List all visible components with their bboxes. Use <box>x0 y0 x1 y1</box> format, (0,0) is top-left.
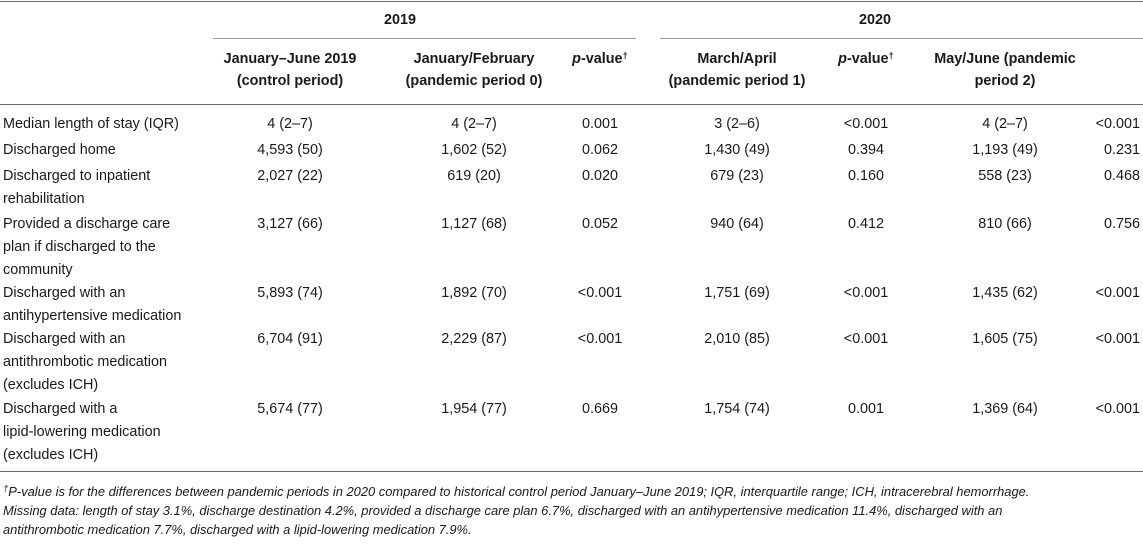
table-cell: 1,430 (49) <box>704 142 770 158</box>
table-cell: 679 (23) <box>710 168 764 184</box>
column-header-line1: January/February <box>413 51 535 67</box>
table-cell: 619 (20) <box>447 168 501 184</box>
table-cell: 0.052 <box>581 216 619 232</box>
table-cell: 5,893 (74) <box>257 285 323 301</box>
footnote-line-1: †P-value is for the differences between … <box>3 482 1029 501</box>
column-header-p-value: p-value† <box>572 49 628 70</box>
row-label: rehabilitation <box>3 191 85 207</box>
table-cell: 0.062 <box>581 142 619 158</box>
p-suffix: -value <box>580 51 623 67</box>
footnote-dagger: † <box>3 483 9 495</box>
column-header-line1: March/April <box>697 51 777 67</box>
table-cell: 1,193 (49) <box>972 142 1038 158</box>
table-cell: 0.756 <box>1103 216 1140 232</box>
table-cell: 810 (66) <box>978 216 1032 232</box>
table-cell: 0.669 <box>581 401 619 417</box>
table-cell: 0.394 <box>847 142 885 158</box>
row-label: (excludes ICH) <box>3 377 99 393</box>
table-cell: 0.412 <box>847 216 885 232</box>
table-cell: 1,127 (68) <box>441 216 507 232</box>
dagger-mark: † <box>888 50 894 62</box>
footnote-line-2: Missing data: length of stay 3.1%, disch… <box>3 503 1003 518</box>
rule-2020-span <box>660 38 1143 39</box>
table-cell: 4,593 (50) <box>257 142 323 158</box>
table-cell: 558 (23) <box>978 168 1032 184</box>
row-label: plan if discharged to the <box>3 239 156 255</box>
table-cell: 1,369 (64) <box>972 401 1038 417</box>
row-label: antithrombotic medication <box>3 354 167 370</box>
column-header-line1: May/June (pandemic <box>934 51 1076 67</box>
table-cell: 0.160 <box>847 168 885 184</box>
row-label: antihypertensive medication <box>3 308 182 324</box>
column-header-line2: period 2) <box>974 73 1036 89</box>
p-italic: p <box>572 51 581 67</box>
table-cell: 2,229 (87) <box>441 331 507 347</box>
table-cell: 4 (2–7) <box>982 116 1028 132</box>
table-cell: 1,602 (52) <box>441 142 507 158</box>
table-cell: 940 (64) <box>710 216 764 232</box>
table-cell: <0.001 <box>1095 285 1140 301</box>
table-cell: 2,010 (85) <box>704 331 770 347</box>
row-label: lipid-lowering medication <box>3 424 161 440</box>
p-italic: p <box>838 51 847 67</box>
table-top-rule <box>0 1 1143 2</box>
table-cell: 0.231 <box>1103 142 1140 158</box>
footnote-text-1: P-value is for the differences between p… <box>8 484 1030 499</box>
table-cell: <0.001 <box>843 331 889 347</box>
column-header-line2: (pandemic period 1) <box>668 73 806 89</box>
column-header-line2: (control period) <box>236 73 344 89</box>
row-label: Median length of stay (IQR) <box>3 116 179 132</box>
table-cell: 1,751 (69) <box>704 285 770 301</box>
row-label: Provided a discharge care <box>3 216 171 232</box>
row-label: Discharged with an <box>3 331 126 347</box>
row-label: (excludes ICH) <box>3 447 99 463</box>
table-cell: 1,892 (70) <box>441 285 507 301</box>
table-cell: <0.001 <box>577 285 623 301</box>
row-label: Discharged with a <box>3 401 118 417</box>
table-cell: 3,127 (66) <box>257 216 323 232</box>
footnote-line-3: antithrombotic medication 7.7%, discharg… <box>3 522 472 537</box>
row-label: Discharged with an <box>3 285 126 301</box>
table-cell: 2,027 (22) <box>257 168 323 184</box>
row-label: community <box>3 262 73 278</box>
table-cell: 6,704 (91) <box>257 331 323 347</box>
table-cell: <0.001 <box>577 331 623 347</box>
column-header-p-value: p-value† <box>838 49 894 70</box>
table-cell: <0.001 <box>843 116 889 132</box>
table-bottom-rule <box>0 471 1143 472</box>
table-cell: <0.001 <box>1095 401 1140 417</box>
table-cell: 0.001 <box>847 401 885 417</box>
table-cell: 1,954 (77) <box>441 401 507 417</box>
column-header-line2: (pandemic period 0) <box>405 73 543 89</box>
table-cell: 4 (2–7) <box>267 116 313 132</box>
row-label: Discharged home <box>3 142 116 158</box>
table-cell: 1,435 (62) <box>972 285 1038 301</box>
table-cell: <0.001 <box>1095 331 1140 347</box>
table-cell: 0.468 <box>1103 168 1140 184</box>
header-bottom-rule <box>0 104 1143 105</box>
p-suffix: -value <box>846 51 889 67</box>
year-header-2019: 2019 <box>383 12 417 28</box>
column-header-line1: January–June 2019 <box>223 51 357 67</box>
table-cell: 0.020 <box>581 168 619 184</box>
table-cell: 4 (2–7) <box>451 116 497 132</box>
rule-2019-span <box>213 38 636 39</box>
table-cell: <0.001 <box>1095 116 1140 132</box>
row-label: Discharged to inpatient <box>3 168 151 184</box>
dagger-mark: † <box>622 50 628 62</box>
table-cell: 1,605 (75) <box>972 331 1038 347</box>
table-cell: <0.001 <box>843 285 889 301</box>
table-cell: 1,754 (74) <box>704 401 770 417</box>
table-cell: 5,674 (77) <box>257 401 323 417</box>
year-header-2020: 2020 <box>858 12 892 28</box>
table-cell: 0.001 <box>581 116 619 132</box>
table-cell: 3 (2–6) <box>714 116 760 132</box>
